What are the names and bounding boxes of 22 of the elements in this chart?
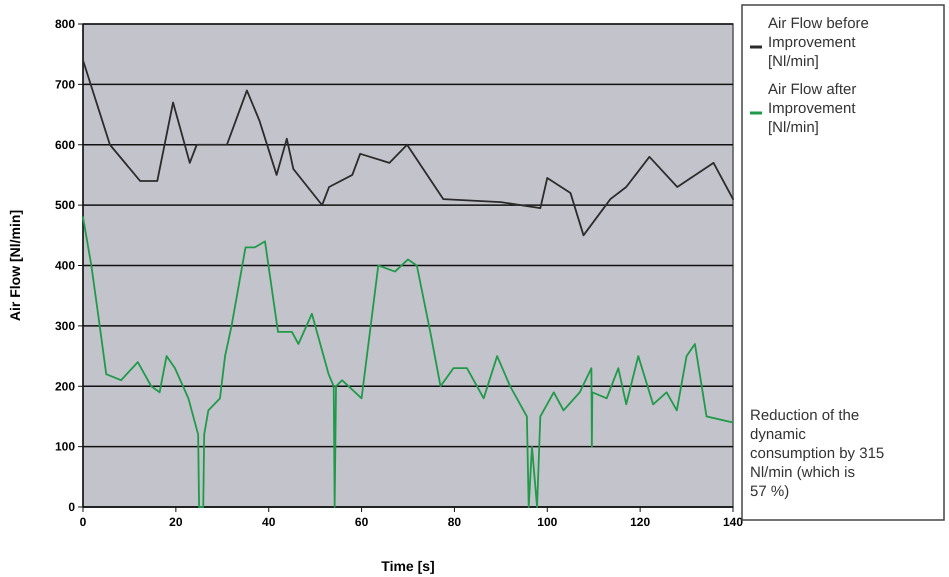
x-tick-label: 0	[80, 515, 87, 529]
x-tick-label: 140	[722, 515, 744, 529]
legend-label: Air Flow after Improvement [Nl/min]	[768, 81, 856, 136]
y-tick-label: 200	[54, 379, 76, 394]
y-tick-label: 400	[54, 258, 76, 272]
y-axis-title: Air Flow [Nl/min]	[7, 210, 23, 322]
x-tick-label: 60	[354, 515, 369, 529]
y-tick-label: 0	[68, 500, 76, 514]
y-tick-label: 700	[54, 77, 76, 92]
x-tick-label: 120	[630, 515, 650, 529]
x-tick-label: 100	[537, 515, 558, 529]
y-tick-label: 800	[54, 17, 76, 31]
y-tick-label: 100	[54, 440, 76, 454]
x-tick-label: 80	[448, 515, 462, 529]
y-tick-label: 600	[54, 138, 76, 152]
legend-label: Air Flow before Improvement [Nl/min]	[768, 15, 869, 70]
x-tick-label: 40	[262, 515, 276, 529]
y-tick-label: 300	[54, 318, 76, 333]
y-tick-label: 500	[54, 198, 76, 212]
text: Reduction of the dynamic consumption by 315 Nl/min (which is 57 %)	[750, 407, 884, 500]
x-axis-title: Time [s]	[381, 558, 435, 574]
x-tick-label: 20	[169, 515, 183, 529]
